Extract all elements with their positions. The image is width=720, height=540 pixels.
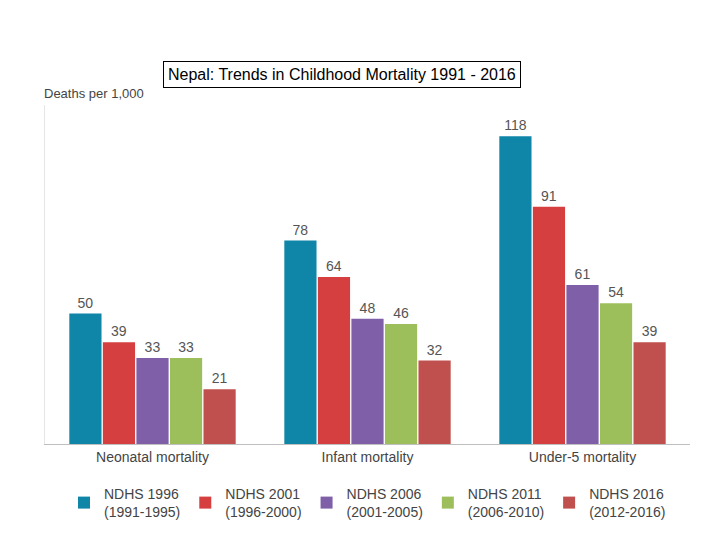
svg-text:33: 33	[145, 339, 161, 355]
svg-text:Nepal: Trends in Childhood Mor: Nepal: Trends in Childhood Mortality 199…	[168, 66, 516, 83]
svg-text:91: 91	[541, 188, 557, 204]
svg-text:NDHS 2006(2001-2005): NDHS 2006(2001-2005)	[347, 486, 423, 520]
svg-text:46: 46	[393, 305, 409, 321]
svg-text:NDHS 1996(1991-1995): NDHS 1996(1991-1995)	[104, 486, 180, 520]
svg-text:Deaths per 1,000: Deaths per 1,000	[44, 86, 144, 101]
svg-text:NDHS 2001(1996-2000): NDHS 2001(1996-2000)	[225, 486, 301, 520]
svg-text:54: 54	[608, 284, 624, 300]
svg-text:21: 21	[212, 370, 228, 386]
svg-text:NDHS 2016(2012-2016): NDHS 2016(2012-2016)	[589, 486, 665, 520]
svg-text:Infant mortality: Infant mortality	[322, 449, 414, 465]
svg-text:33: 33	[178, 339, 194, 355]
svg-text:39: 39	[111, 323, 127, 339]
svg-text:48: 48	[360, 300, 376, 316]
svg-text:32: 32	[427, 342, 443, 358]
svg-text:118: 118	[504, 117, 527, 133]
svg-text:Under-5 mortality: Under-5 mortality	[529, 449, 636, 465]
svg-text:Neonatal mortality: Neonatal mortality	[96, 449, 209, 465]
svg-text:64: 64	[326, 258, 342, 274]
svg-text:NDHS 2011(2006-2010): NDHS 2011(2006-2010)	[468, 486, 544, 520]
svg-text:61: 61	[575, 266, 591, 282]
svg-text:78: 78	[293, 222, 309, 238]
svg-text:50: 50	[78, 295, 94, 311]
svg-text:39: 39	[642, 323, 658, 339]
